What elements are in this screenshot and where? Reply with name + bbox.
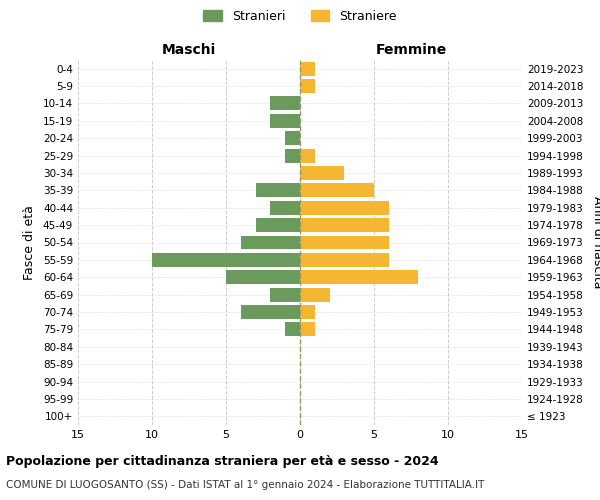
Y-axis label: Anni di nascita: Anni di nascita [590, 196, 600, 289]
Bar [300, 218, 389, 232]
Legend: Stranieri, Straniere: Stranieri, Straniere [198, 5, 402, 28]
Bar [271, 96, 300, 110]
Bar [256, 184, 300, 198]
Bar [300, 148, 315, 162]
Text: COMUNE DI LUOGOSANTO (SS) - Dati ISTAT al 1° gennaio 2024 - Elaborazione TUTTITA: COMUNE DI LUOGOSANTO (SS) - Dati ISTAT a… [6, 480, 484, 490]
Bar [226, 270, 300, 284]
Bar [285, 322, 300, 336]
Text: Popolazione per cittadinanza straniera per età e sesso - 2024: Popolazione per cittadinanza straniera p… [6, 455, 439, 468]
Y-axis label: Fasce di età: Fasce di età [23, 205, 36, 280]
Bar [241, 236, 300, 250]
Bar [300, 270, 418, 284]
Bar [300, 201, 389, 214]
Bar [300, 79, 315, 93]
Bar [300, 62, 315, 76]
Bar [300, 236, 389, 250]
Text: Maschi: Maschi [162, 42, 216, 56]
Bar [271, 288, 300, 302]
Bar [241, 305, 300, 319]
Bar [300, 253, 389, 267]
Bar [300, 166, 344, 180]
Bar [256, 218, 300, 232]
Bar [300, 322, 315, 336]
Bar [152, 253, 300, 267]
Bar [300, 305, 315, 319]
Bar [300, 184, 374, 198]
Text: Femmine: Femmine [376, 42, 446, 56]
Bar [285, 148, 300, 162]
Bar [271, 114, 300, 128]
Bar [300, 288, 329, 302]
Bar [271, 201, 300, 214]
Bar [285, 132, 300, 145]
